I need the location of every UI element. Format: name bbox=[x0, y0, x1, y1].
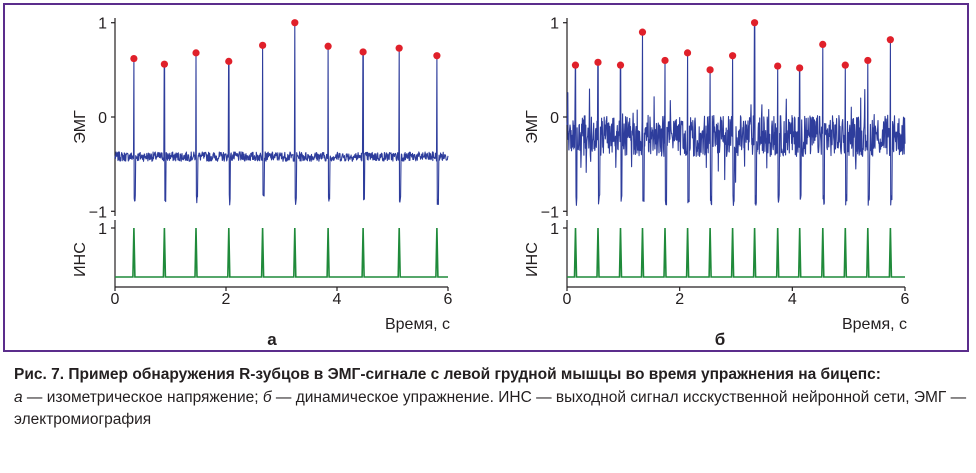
x-tick-label: 4 bbox=[788, 291, 797, 308]
r-peak-marker bbox=[192, 49, 200, 57]
r-peak-marker bbox=[819, 40, 827, 49]
x-tick-label: 0 bbox=[563, 291, 572, 308]
r-peak-marker bbox=[638, 28, 647, 36]
r-peak-marker bbox=[359, 48, 367, 56]
emg-y-tick-label: −1 bbox=[541, 204, 559, 221]
figure-caption: Рис. 7. Пример обнаружения R-зубцов в ЭМ… bbox=[14, 364, 969, 432]
r-peak-marker bbox=[160, 60, 168, 68]
r-peak-marker bbox=[774, 62, 782, 70]
r-peak-marker bbox=[706, 66, 714, 74]
emg-y-axis-label: ЭМГ bbox=[72, 110, 89, 144]
x-tick-label: 2 bbox=[675, 291, 684, 308]
r-peak-marker bbox=[750, 19, 759, 27]
emg-y-tick-label: 1 bbox=[550, 16, 559, 33]
ann-y-tick-label: 1 bbox=[98, 221, 107, 238]
ann-signal-line bbox=[567, 227, 905, 278]
emg-y-tick-label: −1 bbox=[89, 204, 107, 221]
r-peak-marker bbox=[130, 54, 138, 63]
figure-plots: 1 0 −1 ЭМГ 1 ИНС 0 2 4 6 Время, с а 1 0 −1 ЭМГ 1 ИНС 0 2 4 6 В… bbox=[72, 16, 910, 349]
caption-part-b-letter: б bbox=[262, 388, 272, 406]
r-peak-marker bbox=[291, 19, 299, 27]
caption-part-a-letter: а bbox=[14, 388, 23, 406]
r-peak-marker bbox=[796, 64, 804, 72]
r-peak-marker bbox=[225, 57, 233, 65]
x-tick-label: 2 bbox=[222, 291, 231, 308]
panel-label: а bbox=[267, 330, 277, 349]
r-peak-marker bbox=[594, 58, 602, 66]
r-peak-marker bbox=[616, 61, 625, 69]
r-peak-marker bbox=[259, 41, 267, 49]
emg-y-tick-label: 0 bbox=[550, 110, 559, 127]
caption-title: Рис. 7. Пример обнаружения R-зубцов в ЭМ… bbox=[14, 366, 881, 383]
x-axis-label: Время, с bbox=[385, 316, 450, 333]
panel-label: б bbox=[715, 330, 726, 349]
r-peak-marker bbox=[683, 49, 692, 57]
x-tick-label: 6 bbox=[444, 291, 453, 308]
ann-y-axis-label: ИНС bbox=[524, 242, 541, 277]
r-peak-marker bbox=[661, 56, 669, 65]
x-axis-label: Время, с bbox=[842, 316, 907, 333]
emg-y-tick-label: 0 bbox=[98, 110, 107, 127]
ann-signal-line bbox=[115, 227, 448, 278]
emg-y-axis-label: ЭМГ bbox=[524, 110, 541, 144]
r-peak-marker bbox=[433, 52, 441, 60]
x-tick-label: 4 bbox=[333, 291, 342, 308]
r-peak-marker bbox=[395, 44, 403, 52]
r-peak-marker bbox=[571, 61, 580, 69]
x-tick-label: 0 bbox=[111, 291, 120, 308]
r-peak-marker bbox=[841, 61, 849, 69]
ann-y-axis-label: ИНС bbox=[72, 242, 89, 277]
r-peak-marker bbox=[324, 42, 332, 50]
caption-part-b-text: — динамическое упражнение. ИНС — выходно… bbox=[14, 388, 967, 429]
x-tick-label: 6 bbox=[901, 291, 910, 308]
caption-part-a-text: — изометрическое напряжение; bbox=[22, 388, 263, 406]
r-peak-marker bbox=[864, 56, 872, 65]
emg-signal-line bbox=[114, 22, 449, 206]
emg-signal-line bbox=[566, 22, 906, 206]
ann-y-tick-label: 1 bbox=[550, 221, 559, 238]
r-peak-marker bbox=[886, 36, 894, 44]
emg-y-tick-label: 1 bbox=[98, 16, 107, 33]
r-peak-marker bbox=[729, 52, 737, 60]
